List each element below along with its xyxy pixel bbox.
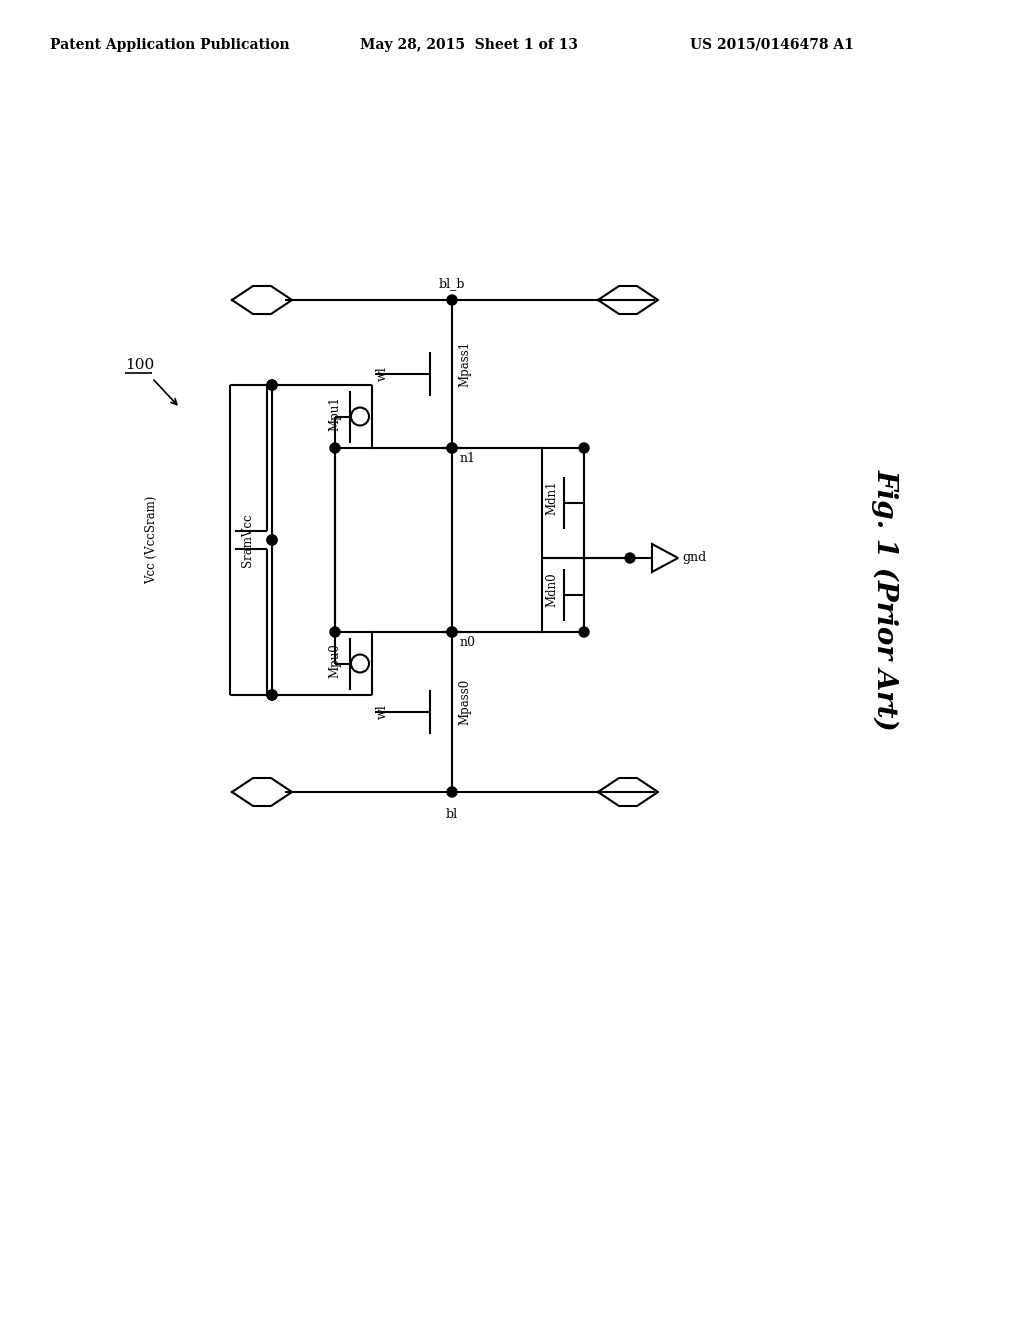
Text: bl: bl: [445, 808, 458, 821]
Text: Mpu1: Mpu1: [329, 396, 341, 430]
Text: May 28, 2015  Sheet 1 of 13: May 28, 2015 Sheet 1 of 13: [360, 38, 578, 51]
Text: Patent Application Publication: Patent Application Publication: [50, 38, 290, 51]
Circle shape: [330, 444, 340, 453]
Text: Mdn1: Mdn1: [546, 480, 558, 515]
Text: wl: wl: [376, 705, 388, 719]
Circle shape: [267, 690, 278, 700]
Text: wl: wl: [376, 367, 388, 381]
Circle shape: [447, 444, 457, 453]
Circle shape: [579, 627, 589, 638]
Circle shape: [447, 294, 457, 305]
Text: US 2015/0146478 A1: US 2015/0146478 A1: [690, 38, 854, 51]
Text: 100: 100: [125, 358, 155, 372]
Circle shape: [351, 655, 369, 672]
Circle shape: [267, 690, 278, 700]
Circle shape: [267, 380, 278, 389]
Circle shape: [330, 627, 340, 638]
Text: bl_b: bl_b: [438, 277, 465, 290]
Text: Vcc (VccSram): Vcc (VccSram): [145, 496, 159, 585]
Circle shape: [447, 444, 457, 453]
Circle shape: [267, 535, 278, 545]
Text: n0: n0: [460, 636, 476, 649]
Text: Mpass1: Mpass1: [458, 341, 471, 387]
Circle shape: [625, 553, 635, 564]
Circle shape: [579, 444, 589, 453]
Text: Mpass0: Mpass0: [458, 678, 471, 725]
Text: Mpu0: Mpu0: [329, 643, 341, 678]
Text: n1: n1: [460, 451, 476, 465]
Circle shape: [351, 408, 369, 425]
Text: Fig. 1 (Prior Art): Fig. 1 (Prior Art): [871, 469, 899, 731]
Text: SramVcc: SramVcc: [241, 513, 254, 566]
Text: gnd: gnd: [682, 552, 707, 565]
Circle shape: [267, 380, 278, 389]
Text: Mdn0: Mdn0: [546, 573, 558, 607]
Circle shape: [447, 627, 457, 638]
Circle shape: [447, 787, 457, 797]
Circle shape: [267, 535, 278, 545]
Circle shape: [447, 627, 457, 638]
